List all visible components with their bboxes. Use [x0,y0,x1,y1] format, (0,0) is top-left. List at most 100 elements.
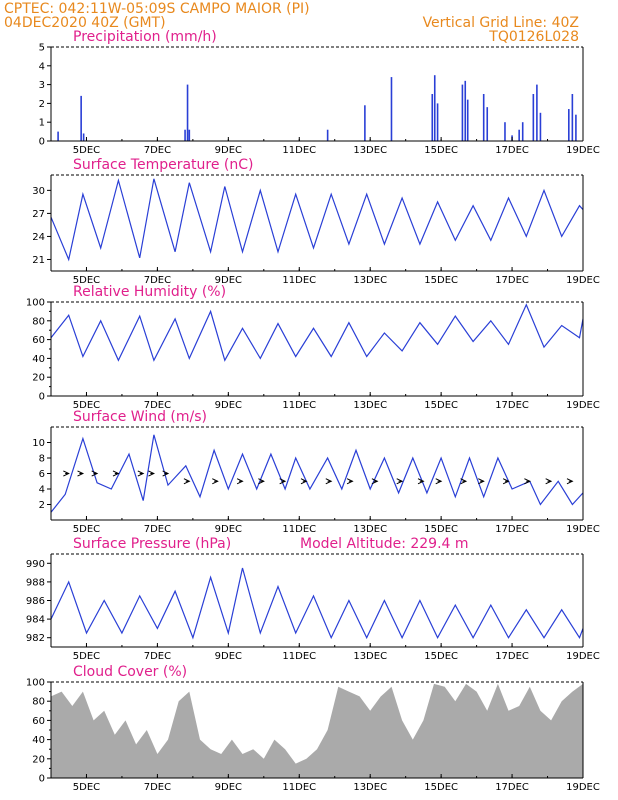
x-tick-label-wind-5: 15DEC [424,524,458,535]
precip-bar-11 [436,103,439,141]
y-tick-label-wind-4: 10 [32,438,45,449]
x-tick-label-wind-6: 17DEC [495,524,529,535]
x-tick-label-cloud-7: 19DEC [566,782,600,793]
y-tick-label-humidity-10: 100 [26,298,45,309]
wind-arrowhead-21 [502,478,510,485]
precip-bar-21 [532,94,535,141]
wind-arrowhead-20 [478,478,485,485]
x-tick-label-humidity-5: 15DEC [424,400,458,411]
precip-bar-15 [482,94,485,141]
wind-arrowhead-15 [371,478,379,485]
wind-arrowhead-5 [148,470,156,477]
wind-arrowhead-16 [396,478,404,485]
wind-arrowhead-2 [91,470,99,477]
x-tick-label-cloud-6: 17DEC [495,782,529,793]
x-tick-label-pressure-0: 5DEC [73,651,100,662]
x-tick-label-humidity-6: 17DEC [495,400,529,411]
panel-cloud: Cloud Cover (%) 0 20 40 60 80 100 5DEC 7DEC 9DEC 1… [26,664,600,793]
wind-arrowhead-22 [524,478,531,485]
precip-bar-19 [518,129,520,141]
precip-bar-5 [188,129,191,141]
header-location: CPTEC: 042:11W-05:09S CAMPO MAIOR (PI) [4,1,310,17]
precip-bar-9 [431,94,434,141]
x-tick-label-pressure-6: 17DEC [495,651,529,662]
precip-bar-8 [390,77,393,141]
precip-bar-12 [461,84,464,141]
panel-title-pressure: Surface Pressure (hPa) [73,536,231,552]
wind-arrowhead-8 [212,478,219,485]
precip-bar-6 [326,129,329,141]
x-tick-label-wind-7: 19DEC [566,524,600,535]
x-tick-label-humidity-0: 5DEC [73,400,100,411]
y-tick-label-pressure-1: 984 [26,615,45,626]
x-tick-label-cloud-3: 11DEC [282,782,316,793]
panel-title-cloud: Cloud Cover (%) [73,664,187,680]
y-tick-label-cloud-4: 40 [32,735,45,746]
y-tick-label-temperature-1: 24 [32,232,45,243]
panel-pressure: Surface Pressure (hPa) Model Altitude: 22… [26,536,600,662]
panel-title-temperature: Surface Temperature (nC) [73,157,254,173]
x-tick-label-humidity-7: 19DEC [566,400,600,411]
humidity-line [50,303,584,362]
y-tick-label-humidity-2: 20 [32,373,45,384]
wind-arrowhead-18 [435,478,443,485]
x-tick-label-temperature-2: 9DEC [215,275,242,286]
precip-bar-2 [82,133,85,141]
precip-bar-24 [568,109,570,141]
y-tick-label-wind-3: 8 [39,454,45,465]
x-tick-label-cloud-1: 7DEC [144,782,171,793]
precip-bar-20 [521,122,524,141]
x-tick-label-temperature-5: 15DEC [424,275,458,286]
x-tick-label-humidity-3: 11DEC [282,400,316,411]
y-tick-label-precip-5: 5 [39,43,45,54]
precip-bar-13 [464,80,467,141]
wind-arrowhead-10 [258,478,265,485]
precip-bar-10 [433,75,436,141]
wind-arrowhead-6 [162,470,170,477]
y-tick-label-humidity-4: 40 [32,354,45,365]
x-tick-label-cloud-5: 15DEC [424,782,458,793]
x-tick-label-humidity-4: 13DEC [353,400,387,411]
x-tick-label-temperature-6: 17DEC [495,275,529,286]
y-tick-label-cloud-8: 80 [32,697,45,708]
precip-bar-1 [80,95,82,141]
x-tick-label-pressure-4: 13DEC [353,651,387,662]
wind-arrowhead-12 [300,478,308,485]
x-tick-label-precip-5: 15DEC [424,145,458,156]
precip-bar-25 [571,94,574,141]
panel-title-wind: Surface Wind (m/s) [73,409,207,425]
x-tick-label-humidity-1: 7DEC [144,400,171,411]
x-tick-label-temperature-0: 5DEC [73,275,100,286]
precip-bar-17 [504,122,506,141]
y-tick-label-cloud-2: 20 [32,754,45,765]
y-tick-label-wind-1: 4 [39,485,45,496]
x-tick-label-precip-7: 19DEC [566,145,600,156]
y-tick-label-pressure-3: 988 [26,577,45,588]
x-tick-label-wind-4: 13DEC [353,524,387,535]
y-tick-label-precip-4: 4 [39,61,45,72]
header-date: 04DEC2020 40Z (GMT) [4,15,166,31]
y-tick-label-pressure-0: 982 [26,633,45,644]
x-tick-label-cloud-4: 13DEC [353,782,387,793]
y-tick-label-temperature-3: 30 [32,186,45,197]
panel-humidity: Relative Humidity (%) 0 20 40 60 80 100 5DEC 7DE… [26,284,600,411]
x-tick-label-precip-0: 5DEC [73,145,100,156]
x-tick-label-pressure-3: 11DEC [282,651,316,662]
panel-wind: Surface Wind (m/s) 2 4 6 8 10 5DEC 7DEC 9DEC 11DE… [32,409,600,535]
y-tick-label-cloud-10: 100 [26,678,45,689]
y-tick-label-precip-3: 3 [39,80,45,91]
wind-arrowhead-0 [63,470,70,477]
panel-stack: Precipitation (mm/h) 0 1 2 3 4 5 5DEC 7DEC 9DEC 11… [26,29,600,793]
wind-line [50,434,584,513]
x-tick-label-precip-3: 11DEC [282,145,316,156]
y-tick-label-pressure-4: 990 [26,559,45,570]
precip-bar-14 [466,99,469,141]
y-tick-label-wind-2: 6 [39,469,45,480]
y-tick-label-temperature-2: 27 [32,209,45,220]
x-tick-label-temperature-7: 19DEC [566,275,600,286]
y-tick-label-precip-0: 0 [39,137,45,148]
precip-bar-22 [536,84,538,141]
x-tick-label-precip-2: 9DEC [215,145,242,156]
x-tick-label-pressure-5: 15DEC [424,651,458,662]
